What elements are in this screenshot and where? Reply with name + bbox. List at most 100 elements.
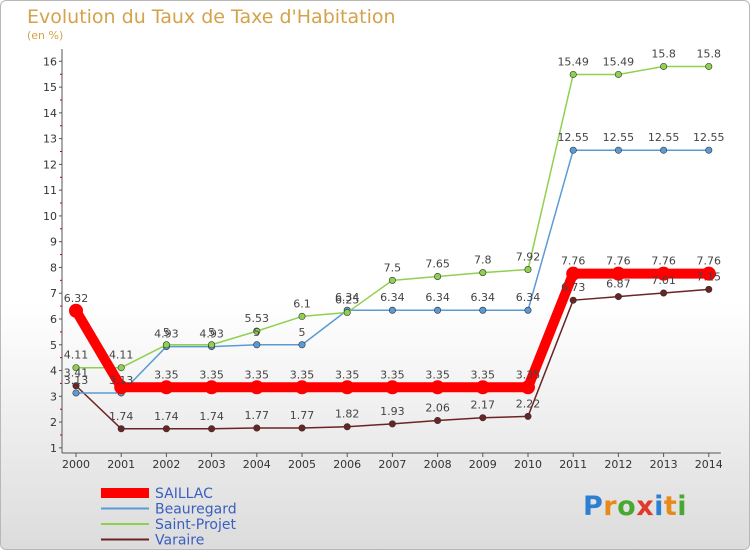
x-tick-label: 2001	[107, 458, 135, 471]
data-label: 7.76	[697, 255, 722, 268]
data-point	[253, 327, 261, 335]
data-label: 3.41	[64, 367, 89, 380]
data-label: 2.06	[425, 402, 450, 415]
x-tick-label: 2005	[288, 458, 316, 471]
data-label: 1.74	[109, 410, 134, 423]
data-label: 12.55	[693, 131, 725, 144]
data-label: 4.93	[154, 328, 179, 341]
data-point	[569, 70, 577, 78]
data-point	[569, 296, 577, 304]
data-label: 6.87	[606, 278, 631, 291]
data-point	[479, 414, 487, 422]
y-tick-label: 2	[50, 416, 57, 429]
legend-label-saint-projet: Saint-Projet	[155, 517, 236, 533]
data-point	[701, 266, 716, 281]
data-label: 6.32	[64, 292, 89, 305]
x-tick-label: 2006	[333, 458, 361, 471]
data-point	[69, 303, 83, 318]
data-point	[524, 266, 532, 274]
data-label: 5	[208, 326, 215, 339]
data-point	[611, 266, 626, 281]
data-label: 6.34	[335, 291, 360, 304]
data-label: 3.13	[109, 374, 134, 387]
y-tick-label: 3	[50, 390, 57, 403]
data-point	[479, 269, 487, 277]
chart-title: Evolution du Taux de Taxe d'Habitation	[27, 6, 396, 28]
legend-label-beauregard: Beauregard	[155, 502, 237, 518]
data-point	[114, 380, 129, 395]
data-label: 6.34	[516, 291, 541, 304]
data-point	[385, 380, 400, 395]
x-tick-label: 2012	[604, 458, 632, 471]
data-point	[705, 146, 713, 154]
data-point	[162, 341, 170, 349]
data-point	[117, 425, 125, 433]
data-point	[298, 312, 306, 320]
data-label: 3.35	[425, 368, 450, 381]
chart-unit: (en %)	[27, 29, 64, 42]
y-tick-label: 16	[43, 55, 57, 68]
data-point	[660, 146, 668, 154]
data-point	[656, 266, 671, 281]
data-point	[117, 364, 125, 372]
data-label: 15.8	[651, 47, 676, 60]
data-point	[204, 380, 219, 395]
data-label: 6.1	[293, 297, 311, 310]
data-label: 6.34	[425, 291, 450, 304]
data-label: 12.55	[648, 131, 680, 144]
data-label: 6.34	[380, 291, 405, 304]
data-label: 1.77	[245, 409, 270, 422]
data-point	[614, 293, 622, 301]
data-point	[72, 382, 80, 390]
y-tick-label: 14	[43, 107, 57, 120]
data-label: 12.55	[603, 131, 635, 144]
legend-label-saillac: SAILLAC	[155, 486, 213, 502]
data-point	[298, 341, 306, 349]
x-tick-label: 2002	[152, 458, 180, 471]
data-label: 1.74	[154, 410, 179, 423]
data-label: 4.11	[64, 349, 89, 362]
data-label: 5	[163, 326, 170, 339]
data-point	[705, 62, 713, 70]
data-label: 3.35	[245, 368, 270, 381]
data-label: 3.13	[64, 374, 89, 387]
data-point	[249, 380, 264, 395]
y-tick-label: 1	[50, 442, 57, 455]
data-label: 5	[299, 326, 306, 339]
data-label: 7.65	[425, 257, 450, 270]
data-label: 2.22	[516, 397, 541, 410]
x-tick-label: 2014	[695, 458, 723, 471]
data-label: 7.76	[651, 255, 676, 268]
data-point	[524, 412, 532, 420]
data-label: 12.55	[557, 131, 589, 144]
data-label: 1.74	[199, 410, 224, 423]
data-point	[475, 380, 490, 395]
y-tick-label: 13	[43, 133, 57, 146]
data-point	[434, 306, 442, 314]
x-tick-label: 2010	[514, 458, 542, 471]
x-tick-label: 2008	[424, 458, 452, 471]
data-point	[388, 306, 396, 314]
data-label: 7.5	[384, 261, 402, 274]
data-label: 7.01	[651, 274, 676, 287]
data-point	[479, 306, 487, 314]
data-point	[521, 380, 535, 395]
data-point	[72, 389, 80, 397]
data-label: 1.77	[290, 409, 315, 422]
y-tick-label: 9	[50, 236, 57, 249]
data-point	[253, 341, 261, 349]
x-tick-label: 2013	[650, 458, 678, 471]
data-label: 5.53	[245, 312, 270, 325]
data-point	[340, 380, 355, 395]
data-label: 7.15	[697, 270, 722, 283]
y-tick-label: 8	[50, 261, 57, 274]
data-point	[566, 266, 581, 281]
data-label: 3.35	[335, 368, 360, 381]
data-point	[660, 289, 668, 297]
y-tick-label: 4	[50, 365, 57, 378]
data-label: 15.49	[557, 55, 589, 68]
data-label: 3.35	[290, 368, 315, 381]
data-point	[705, 285, 713, 293]
